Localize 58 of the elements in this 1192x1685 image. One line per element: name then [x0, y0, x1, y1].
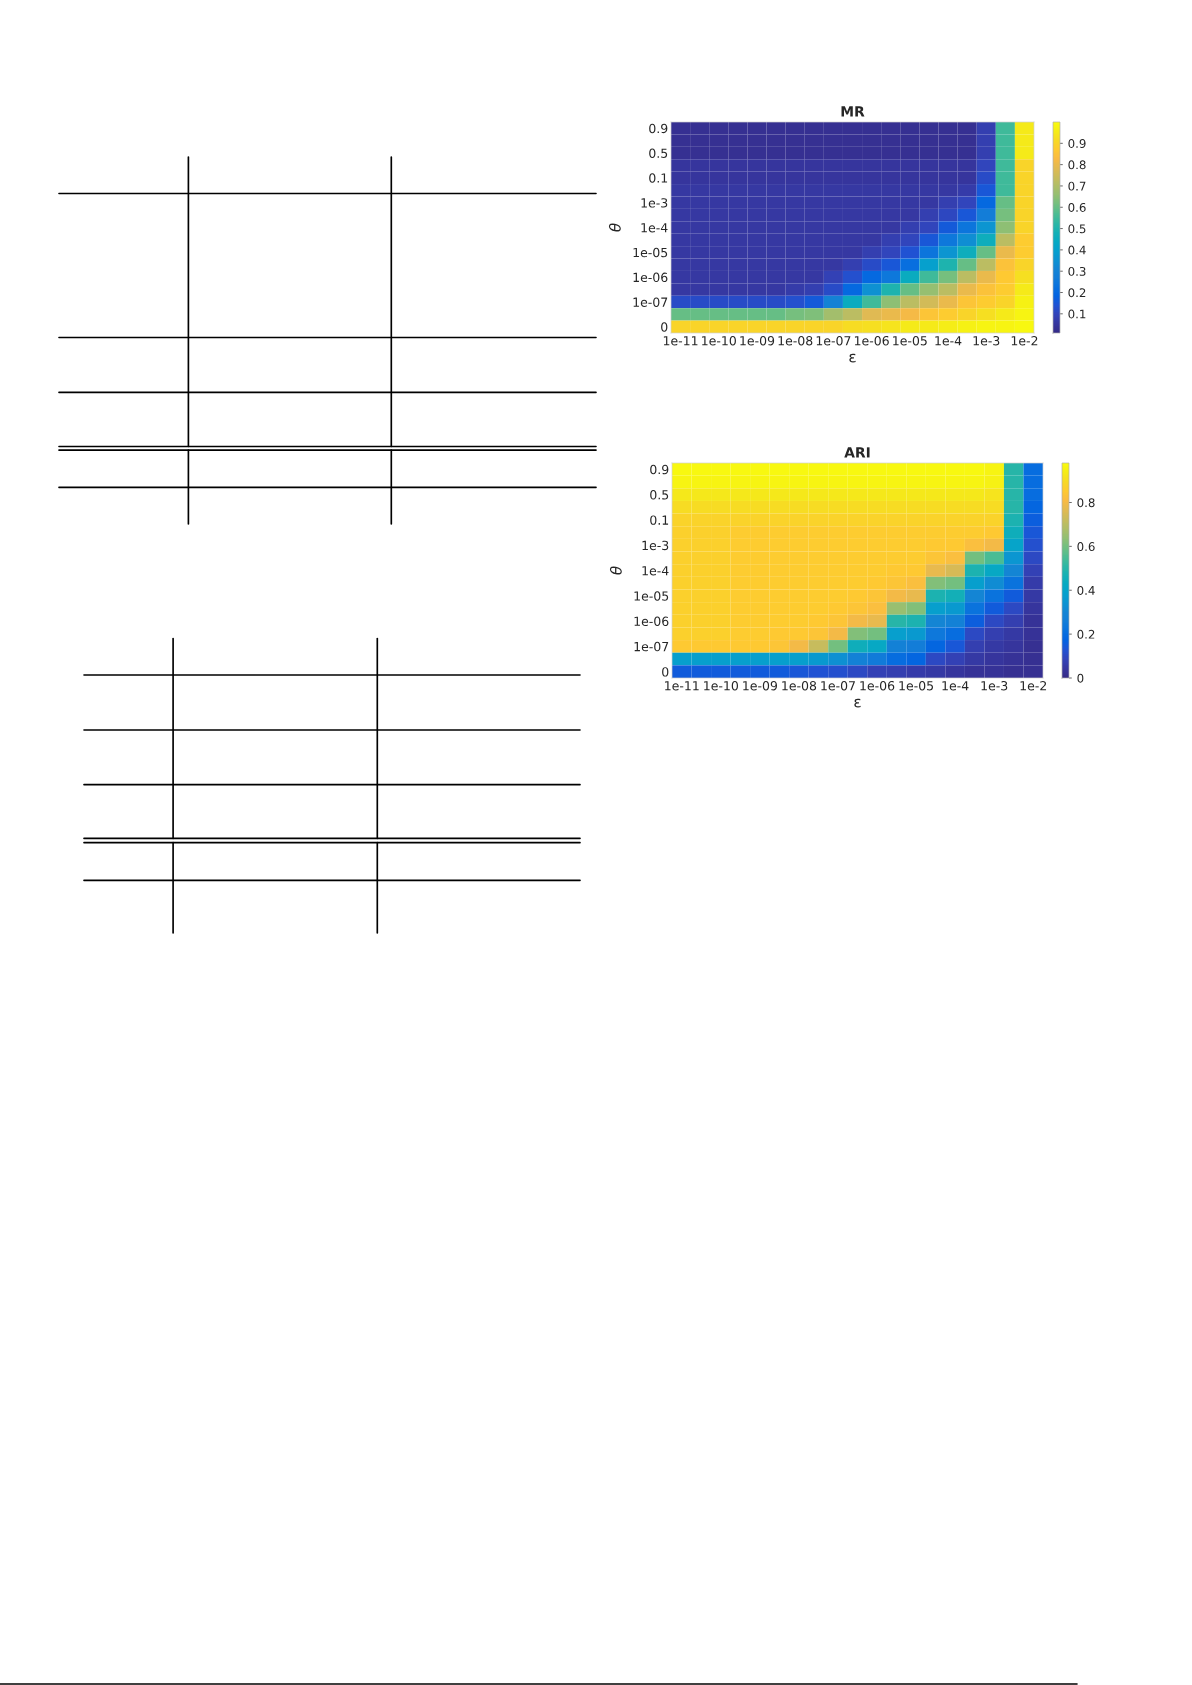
- x-tick-label: 1e-08: [782, 681, 817, 691]
- x-tick-label: 1e-05: [899, 681, 934, 691]
- x-tick-label: 1e-08: [778, 336, 813, 346]
- x-tick-label: 1e-09: [743, 681, 778, 691]
- chart-title: ARI: [844, 447, 870, 458]
- x-tick-label: 1e-11: [663, 336, 698, 346]
- y-tick-label: 0: [662, 667, 669, 677]
- x-tick-label: 1e-4: [942, 681, 969, 691]
- color-bar-label: 0.2: [1068, 288, 1086, 298]
- x-tick-label: 1e-05: [893, 336, 927, 346]
- x-tick-label: 1e-06: [860, 681, 895, 691]
- color-bar-label: 0.9: [1068, 139, 1086, 148]
- y-tick-label: 1e-3: [642, 540, 669, 551]
- chart-title: MR: [841, 106, 865, 117]
- y-tick-label: 1e-06: [633, 272, 668, 283]
- y-tick-label: 0.5: [649, 148, 668, 158]
- color-bar-label: 0.8: [1068, 160, 1086, 170]
- color-bar-label: 0.3: [1068, 266, 1086, 276]
- y-tick-label: 1e-3: [641, 198, 668, 208]
- x-tick-label: 1e-07: [816, 336, 851, 346]
- y-tick-label: 1e-06: [634, 616, 669, 627]
- y-tick-label: 0: [661, 322, 668, 332]
- color-bar-label: 0.6: [1068, 202, 1086, 212]
- x-tick-label: 1e-10: [704, 681, 739, 691]
- x-tick-label: 1e-10: [702, 336, 736, 346]
- color-bar-label: 0.7: [1068, 181, 1086, 191]
- color-bar-label: 0: [1077, 673, 1084, 683]
- y-axis-title: θ: [608, 223, 621, 232]
- color-bar-label: 0.5: [1068, 224, 1086, 234]
- y-tick-label: 0.9: [649, 123, 668, 134]
- color-bar-label: 0.4: [1068, 245, 1086, 255]
- y-tick-label: 1e-4: [641, 223, 668, 233]
- x-tick-label: 1e-2: [1020, 681, 1047, 691]
- color-bar-label: 0.8: [1077, 498, 1095, 508]
- x-tick-label: 1e-3: [981, 681, 1008, 691]
- x-tick-label: 1e-06: [854, 336, 889, 346]
- x-tick-label: 1e-09: [740, 336, 775, 346]
- x-tick-label: 1e-4: [935, 336, 962, 346]
- x-tick-label: 1e-11: [665, 681, 699, 691]
- y-tick-label: 0.9: [650, 464, 669, 475]
- y-tick-label: 0.5: [650, 490, 669, 500]
- y-tick-label: 0.1: [649, 173, 668, 183]
- x-tick-label: 1e-2: [1011, 336, 1038, 346]
- color-bar-label: 0.1: [1068, 309, 1086, 319]
- color-bar-label: 0.4: [1077, 585, 1095, 595]
- color-bar-label: 0.2: [1077, 629, 1095, 639]
- y-axis-title: θ: [609, 566, 622, 575]
- y-tick-label: 0.1: [650, 515, 669, 525]
- y-tick-label: 1e-07: [634, 641, 669, 652]
- x-axis-title: ε: [854, 698, 861, 708]
- x-tick-label: 1e-07: [821, 681, 855, 691]
- y-tick-label: 1e-05: [634, 591, 669, 601]
- y-tick-label: 1e-07: [633, 297, 668, 307]
- color-bar-label: 0.6: [1077, 542, 1095, 552]
- x-axis-title: ε: [849, 353, 856, 363]
- y-tick-label: 1e-05: [633, 247, 668, 258]
- y-tick-label: 1e-4: [642, 566, 669, 576]
- x-tick-label: 1e-3: [973, 336, 1000, 346]
